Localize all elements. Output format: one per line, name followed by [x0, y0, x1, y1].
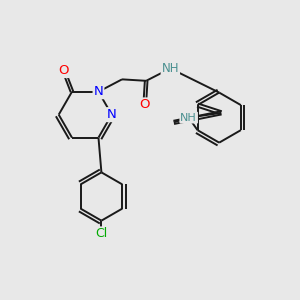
Text: N: N [107, 108, 117, 121]
Text: O: O [58, 64, 69, 77]
Text: Cl: Cl [95, 227, 107, 240]
Text: N: N [94, 85, 103, 98]
Text: NH: NH [180, 112, 197, 123]
Text: NH: NH [162, 62, 179, 75]
Text: O: O [140, 98, 150, 112]
